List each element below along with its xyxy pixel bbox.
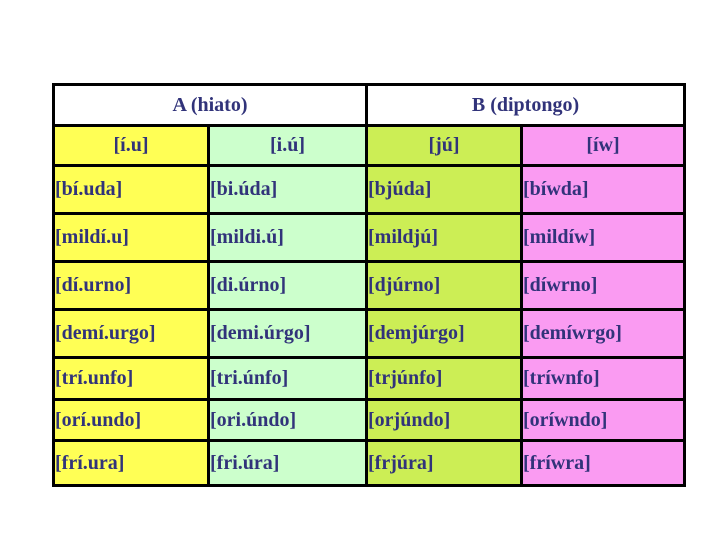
phonetic-cell: [frí.ura] bbox=[52, 439, 210, 487]
group-header-hiato: A (hiato) bbox=[52, 83, 368, 127]
phonetic-cell: [orí.undo] bbox=[52, 398, 210, 442]
table-row: [trí.unfo] [tri.únfo] [trjúnfo] [tríwnfo] bbox=[52, 356, 686, 401]
phonetic-cell: [mildíw] bbox=[520, 212, 686, 263]
phonetic-cell: [trjúnfo] bbox=[365, 356, 523, 401]
phonetic-cell: [tríwnfo] bbox=[520, 356, 686, 401]
column-key-hiatus-stressed-first: [í.u] bbox=[52, 124, 210, 167]
table-row: [orí.undo] [ori.úndo] [orjúndo] [oríwndo] bbox=[52, 398, 686, 442]
group-header-diptongo: B (diptongo) bbox=[365, 83, 686, 127]
phonetic-cell: [bi.úda] bbox=[207, 164, 368, 215]
group-header-row: A (hiato) B (diptongo) bbox=[52, 83, 686, 127]
table-row: [mildí.u] [mildi.ú] [mildjú] [mildíw] bbox=[52, 212, 686, 263]
column-key-hiatus-stressed-second: [i.ú] bbox=[207, 124, 368, 167]
phonetic-cell: [mildí.u] bbox=[52, 212, 210, 263]
phonetics-comparison-table: A (hiato) B (diptongo) [í.u] [i.ú] [jú] … bbox=[52, 83, 686, 487]
phonetic-cell: [fríwra] bbox=[520, 439, 686, 487]
table-row: [dí.urno] [di.úrno] [djúrno] [díwrno] bbox=[52, 260, 686, 311]
phonetic-cell: [mildi.ú] bbox=[207, 212, 368, 263]
phonetic-cell: [díwrno] bbox=[520, 260, 686, 311]
phonetic-cell: [frjúra] bbox=[365, 439, 523, 487]
phonetic-cell: [tri.únfo] bbox=[207, 356, 368, 401]
table-row: [demí.urgo] [demi.úrgo] [demjúrgo] [demíwrg… bbox=[52, 308, 686, 359]
table-row: [frí.ura] [fri.úra] [frjúra] [fríwra] bbox=[52, 439, 686, 487]
column-key-diphthong-glide-first: [jú] bbox=[365, 124, 523, 167]
phonetic-cell: [trí.unfo] bbox=[52, 356, 210, 401]
phonetic-cell: [demí.urgo] bbox=[52, 308, 210, 359]
phonetic-cell: [orjúndo] bbox=[365, 398, 523, 442]
column-key-diphthong-glide-second: [íw] bbox=[520, 124, 686, 167]
phonetic-cell: [bíwda] bbox=[520, 164, 686, 215]
phonetic-cell: [bjúda] bbox=[365, 164, 523, 215]
phonetic-cell: [demíwrgo] bbox=[520, 308, 686, 359]
table-body: [bí.uda] [bi.úda] [bjúda] [bíwda] [mildí.u][… bbox=[52, 164, 686, 487]
phonetic-cell: [oríwndo] bbox=[520, 398, 686, 442]
phonetic-cell: [demi.úrgo] bbox=[207, 308, 368, 359]
subheader-row: [í.u] [i.ú] [jú] [íw] bbox=[52, 124, 686, 167]
phonetic-cell: [dí.urno] bbox=[52, 260, 210, 311]
phonetic-cell: [di.úrno] bbox=[207, 260, 368, 311]
phonetic-cell: [djúrno] bbox=[365, 260, 523, 311]
phonetic-cell: [fri.úra] bbox=[207, 439, 368, 487]
phonetic-cell: [bí.uda] bbox=[52, 164, 210, 215]
phonetic-cell: [mildjú] bbox=[365, 212, 523, 263]
table-row: [bí.uda] [bi.úda] [bjúda] [bíwda] bbox=[52, 164, 686, 215]
phonetic-cell: [ori.úndo] bbox=[207, 398, 368, 442]
phonetic-cell: [demjúrgo] bbox=[365, 308, 523, 359]
